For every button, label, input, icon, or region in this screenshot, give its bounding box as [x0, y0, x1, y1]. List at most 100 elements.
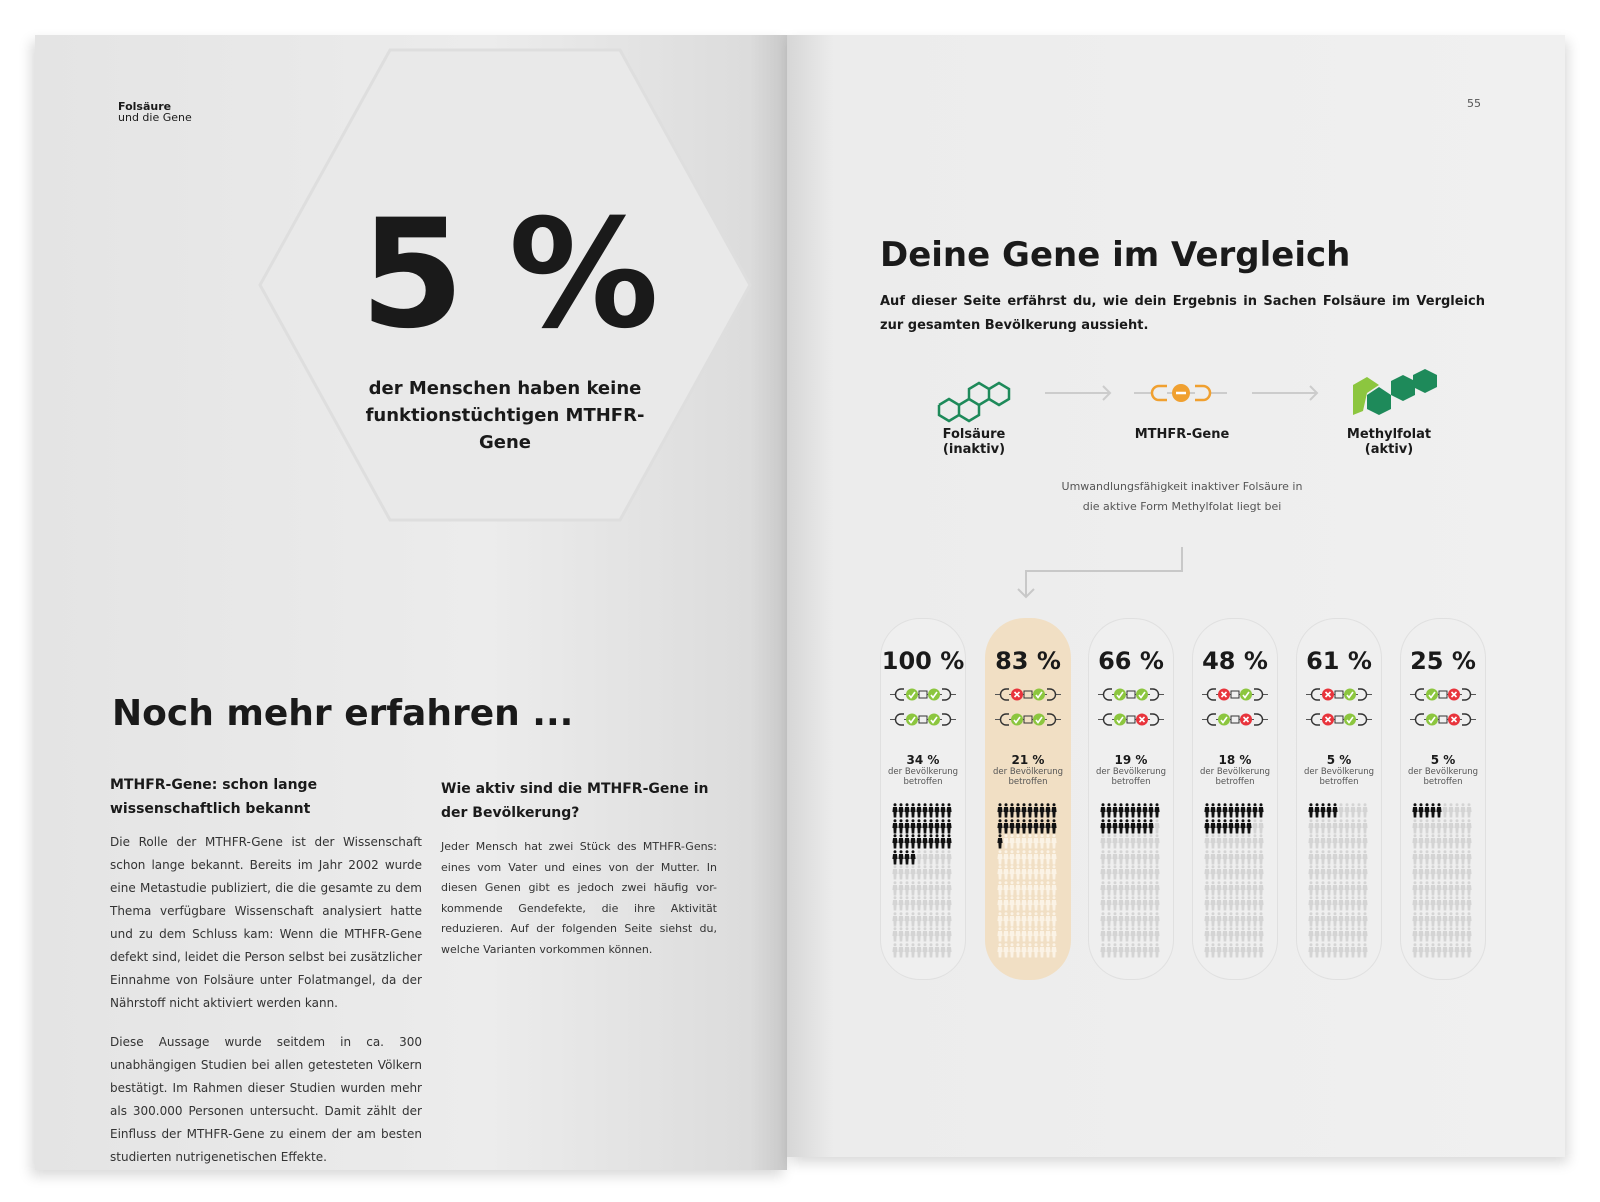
- page-number: 55: [1467, 97, 1481, 110]
- hexagon-background: [258, 48, 752, 522]
- person-icon: [1350, 818, 1356, 833]
- person-icon: [1430, 865, 1436, 880]
- person-icon: [1204, 880, 1210, 895]
- person-icon: [904, 865, 910, 880]
- person-affected-icon: [1228, 803, 1234, 818]
- person-icon: [1106, 834, 1112, 849]
- person-icon: [1003, 896, 1009, 911]
- person-icon: [1154, 896, 1160, 911]
- person-icon: [1021, 896, 1027, 911]
- person-icon: [1356, 896, 1362, 911]
- person-icon: [1314, 880, 1320, 895]
- person-icon: [1015, 849, 1021, 864]
- person-affected-icon: [1210, 818, 1216, 833]
- person-icon: [1466, 942, 1472, 957]
- person-icon: [1338, 865, 1344, 880]
- gene-pair-icon: [1098, 713, 1164, 726]
- person-icon: [1228, 911, 1234, 926]
- person-icon: [1216, 927, 1222, 942]
- person-icon: [1216, 865, 1222, 880]
- person-icon: [1466, 803, 1472, 818]
- person-icon: [1412, 942, 1418, 957]
- person-icon: [1142, 896, 1148, 911]
- person-icon: [922, 927, 928, 942]
- gene-variants: [986, 683, 1070, 733]
- person-icon: [1154, 818, 1160, 833]
- activity-percent: 25 %: [1410, 647, 1476, 675]
- person-icon: [922, 865, 928, 880]
- affected-label: der Bevölkerung betroffen: [1304, 767, 1374, 787]
- person-affected-icon: [1154, 803, 1160, 818]
- person-icon: [940, 865, 946, 880]
- person-icon: [1308, 927, 1314, 942]
- person-icon: [1442, 896, 1448, 911]
- person-icon: [1326, 834, 1332, 849]
- population-share: 5 %: [1326, 753, 1352, 767]
- person-affected-icon: [940, 803, 946, 818]
- person-icon: [1332, 818, 1338, 833]
- person-icon: [916, 865, 922, 880]
- person-icon: [1448, 880, 1454, 895]
- people-grid: [1308, 803, 1370, 958]
- person-affected-icon: [946, 834, 952, 849]
- person-icon: [1356, 865, 1362, 880]
- person-icon: [1234, 865, 1240, 880]
- person-affected-icon: [904, 818, 910, 833]
- person-icon: [1418, 911, 1424, 926]
- person-icon: [1033, 865, 1039, 880]
- person-affected-icon: [928, 834, 934, 849]
- person-icon: [1106, 849, 1112, 864]
- person-affected-icon: [892, 803, 898, 818]
- person-affected-icon: [1112, 818, 1118, 833]
- person-icon: [1418, 942, 1424, 957]
- person-icon: [1246, 942, 1252, 957]
- person-icon: [1436, 834, 1442, 849]
- person-icon: [1362, 927, 1368, 942]
- person-icon: [1130, 942, 1136, 957]
- person-icon: [1320, 927, 1326, 942]
- person-icon: [1258, 927, 1264, 942]
- person-icon: [1362, 942, 1368, 957]
- person-affected-icon: [1246, 818, 1252, 833]
- gene-pair-icon: [1410, 688, 1476, 701]
- person-affected-icon: [1118, 803, 1124, 818]
- person-icon: [1222, 911, 1228, 926]
- person-icon: [997, 942, 1003, 957]
- person-icon: [1015, 896, 1021, 911]
- person-icon: [1258, 818, 1264, 833]
- person-affected-icon: [1320, 803, 1326, 818]
- person-affected-icon: [1118, 818, 1124, 833]
- person-icon: [1344, 942, 1350, 957]
- person-affected-icon: [1222, 818, 1228, 833]
- page-title: Deine Gene im Vergleich: [880, 235, 1351, 275]
- person-icon: [1051, 880, 1057, 895]
- person-icon: [1228, 834, 1234, 849]
- person-icon: [1454, 942, 1460, 957]
- person-icon: [1344, 880, 1350, 895]
- activity-percent: 61 %: [1306, 647, 1372, 675]
- person-icon: [1252, 942, 1258, 957]
- person-icon: [946, 927, 952, 942]
- person-icon: [1045, 849, 1051, 864]
- gene-pair-icon: [1306, 688, 1372, 701]
- person-icon: [1430, 880, 1436, 895]
- person-icon: [1252, 818, 1258, 833]
- molecule-outline-icon: [937, 381, 1011, 423]
- person-icon: [1424, 818, 1430, 833]
- comparison-card: 100 % 34 % der Bevölkerung betroffen: [880, 618, 966, 980]
- person-icon: [1222, 849, 1228, 864]
- person-icon: [1314, 911, 1320, 926]
- person-affected-icon: [1124, 803, 1130, 818]
- person-icon: [1033, 880, 1039, 895]
- person-icon: [1460, 896, 1466, 911]
- flow-diagram: [937, 369, 1437, 423]
- person-icon: [1003, 880, 1009, 895]
- person-icon: [1234, 911, 1240, 926]
- person-icon: [910, 865, 916, 880]
- person-icon: [1356, 834, 1362, 849]
- person-icon: [1320, 818, 1326, 833]
- right-page: 55 Deine Gene im Vergleich Auf dieser Se…: [787, 35, 1565, 1157]
- person-icon: [1314, 927, 1320, 942]
- person-icon: [1454, 818, 1460, 833]
- person-icon: [1051, 849, 1057, 864]
